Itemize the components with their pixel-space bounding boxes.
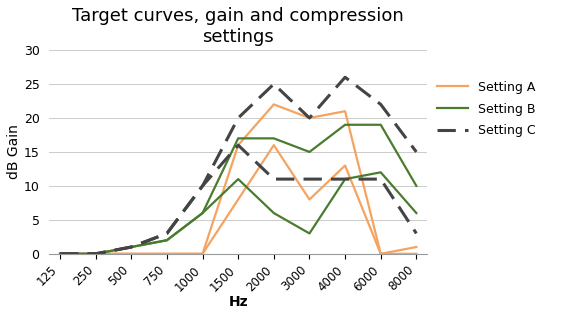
X-axis label: Hz: Hz <box>228 295 248 309</box>
Legend: Setting A, Setting B, Setting C: Setting A, Setting B, Setting C <box>437 81 536 137</box>
Y-axis label: dB Gain: dB Gain <box>7 125 21 179</box>
Title: Target curves, gain and compression
settings: Target curves, gain and compression sett… <box>73 7 404 46</box>
